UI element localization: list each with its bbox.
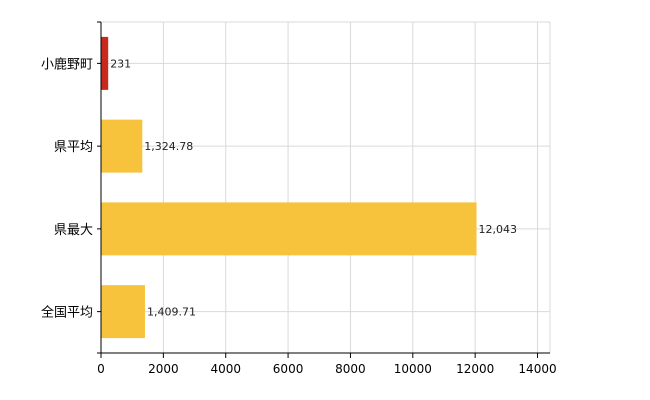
x-tick-label: 4000 [210, 362, 241, 376]
grid-lines [101, 21, 551, 353]
x-tick-label: 6000 [273, 362, 304, 376]
category-label: 県最大 [54, 223, 93, 238]
bars [101, 36, 477, 339]
data-label: 12,043 [479, 223, 518, 236]
x-tick-label: 2000 [148, 362, 179, 376]
labels: 231 小鹿野町 1,324.78 県平均 12,043 県最大 1,409.71 全国平均 0… [41, 56, 557, 376]
category-label: 全国平均 [41, 305, 93, 321]
x-tick-label: 14000 [518, 362, 556, 376]
bar [101, 119, 143, 173]
category-label: 小鹿野町 [41, 56, 93, 72]
bar [101, 285, 145, 339]
data-label: 1,409.71 [147, 306, 196, 319]
data-label: 1,324.78 [144, 140, 193, 153]
x-tick-label: 12000 [456, 362, 494, 376]
x-tick-label: 0 [97, 362, 105, 376]
category-label: 県平均 [54, 140, 93, 155]
axes [97, 21, 550, 358]
data-label: 231 [110, 57, 131, 70]
x-tick-label: 10000 [394, 362, 432, 376]
bar [101, 202, 477, 256]
x-tick-label: 8000 [335, 362, 366, 376]
bar [101, 36, 109, 90]
